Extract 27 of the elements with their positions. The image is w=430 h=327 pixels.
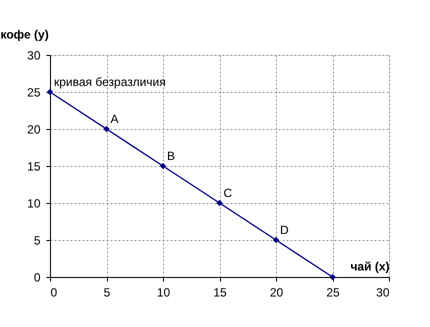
- y-tick-label: 25: [27, 86, 41, 100]
- y-tick-label: 10: [27, 196, 41, 210]
- x-tick-label: 15: [213, 286, 227, 300]
- point: [272, 236, 280, 244]
- x-tick-label: 25: [326, 286, 340, 300]
- y-tick-label: 30: [27, 48, 41, 62]
- point: [216, 200, 223, 206]
- point: [160, 162, 166, 170]
- x-tick-label: 5: [104, 286, 111, 300]
- point: [329, 274, 336, 280]
- x-tick-label: 10: [156, 286, 170, 300]
- point: [46, 88, 54, 96]
- annotation: B: [167, 149, 176, 163]
- x-tick-label: 20: [270, 286, 284, 300]
- y-tick-label: 20: [27, 122, 41, 136]
- y-tick-label: 5: [34, 234, 41, 248]
- y-tick-label: 0: [34, 270, 41, 284]
- annotation: A: [110, 112, 119, 126]
- x-axis-title: чай (x): [350, 260, 390, 274]
- annotation: C: [224, 186, 232, 200]
- annotation: D: [280, 223, 289, 237]
- point: [103, 126, 110, 132]
- y-tick-label: 15: [27, 160, 41, 174]
- annotation: кривая безразличия: [54, 75, 166, 89]
- x-tick-label: 30: [376, 286, 390, 300]
- x-tick-label: 0: [50, 286, 58, 300]
- y-axis-title: кофе (y): [0, 28, 49, 42]
